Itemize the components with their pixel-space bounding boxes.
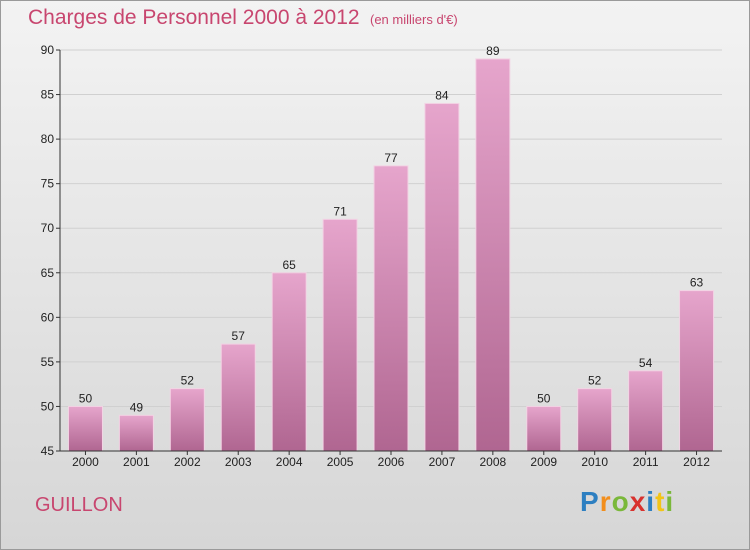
y-tick-label: 75	[41, 177, 55, 191]
proxiti-logo: Proxiti	[580, 486, 674, 518]
y-tick-label: 70	[41, 221, 55, 235]
x-tick-label-2005: 2005	[327, 455, 354, 469]
x-tick-label-2003: 2003	[225, 455, 252, 469]
bar-2007	[424, 102, 460, 452]
value-label-2009: 50	[537, 391, 551, 405]
chart-subtitle: (en milliers d'€)	[370, 12, 458, 27]
logo-letter: P	[580, 486, 600, 517]
value-label-2012: 63	[690, 276, 704, 290]
y-tick-label: 45	[41, 444, 55, 458]
y-tick-label: 85	[41, 88, 55, 102]
value-label-2000: 50	[79, 391, 93, 405]
bar-2008	[475, 58, 511, 452]
y-tick-label: 65	[41, 266, 55, 280]
bar-2011	[628, 370, 664, 452]
logo-letter: r	[599, 486, 612, 517]
y-tick-label: 55	[41, 355, 55, 369]
bar-2009	[526, 405, 562, 452]
bar-2012	[679, 290, 715, 452]
x-tick-label-2006: 2006	[378, 455, 405, 469]
bar-2006	[373, 165, 409, 452]
logo-letter: t	[655, 486, 666, 517]
logo-letter: i	[665, 486, 675, 517]
y-tick-label: 60	[41, 310, 55, 324]
x-tick-label-2001: 2001	[123, 455, 150, 469]
value-label-2001: 49	[130, 400, 144, 414]
x-tick-label-2004: 2004	[276, 455, 303, 469]
x-tick-label-2002: 2002	[174, 455, 201, 469]
bar-2002	[169, 388, 205, 452]
value-label-2008: 89	[486, 44, 500, 58]
x-tick-label-2011: 2011	[633, 455, 659, 469]
chart-title: Charges de Personnel 2000 à 2012	[28, 6, 360, 29]
x-tick-label-2000: 2000	[72, 455, 99, 469]
x-tick-label-2009: 2009	[530, 455, 557, 469]
bar-2003	[220, 343, 256, 452]
bar-2000	[67, 405, 103, 452]
y-tick-label: 80	[41, 132, 55, 146]
value-label-2004: 65	[282, 258, 296, 272]
value-label-2005: 71	[333, 204, 347, 218]
x-tick-label-2012: 2012	[683, 455, 710, 469]
value-label-2011: 54	[639, 356, 653, 370]
x-tick-label-2008: 2008	[479, 455, 506, 469]
value-label-2007: 84	[435, 88, 449, 102]
logo-letter: o	[611, 486, 630, 517]
x-tick-label-2010: 2010	[581, 455, 608, 469]
value-label-2006: 77	[384, 151, 398, 165]
bar-2010	[577, 388, 613, 452]
value-label-2010: 52	[588, 374, 602, 388]
logo-letter: x	[629, 486, 647, 517]
bar-2001	[118, 414, 154, 452]
value-label-2003: 57	[232, 329, 246, 343]
y-tick-label: 90	[41, 43, 55, 57]
value-label-2002: 52	[181, 374, 195, 388]
location-name: GUILLON	[35, 494, 123, 516]
bar-2005	[322, 218, 358, 452]
logo-letter: i	[646, 486, 656, 517]
bar-2004	[271, 272, 307, 452]
x-tick-label-2007: 2007	[429, 455, 456, 469]
y-tick-label: 50	[41, 399, 55, 413]
